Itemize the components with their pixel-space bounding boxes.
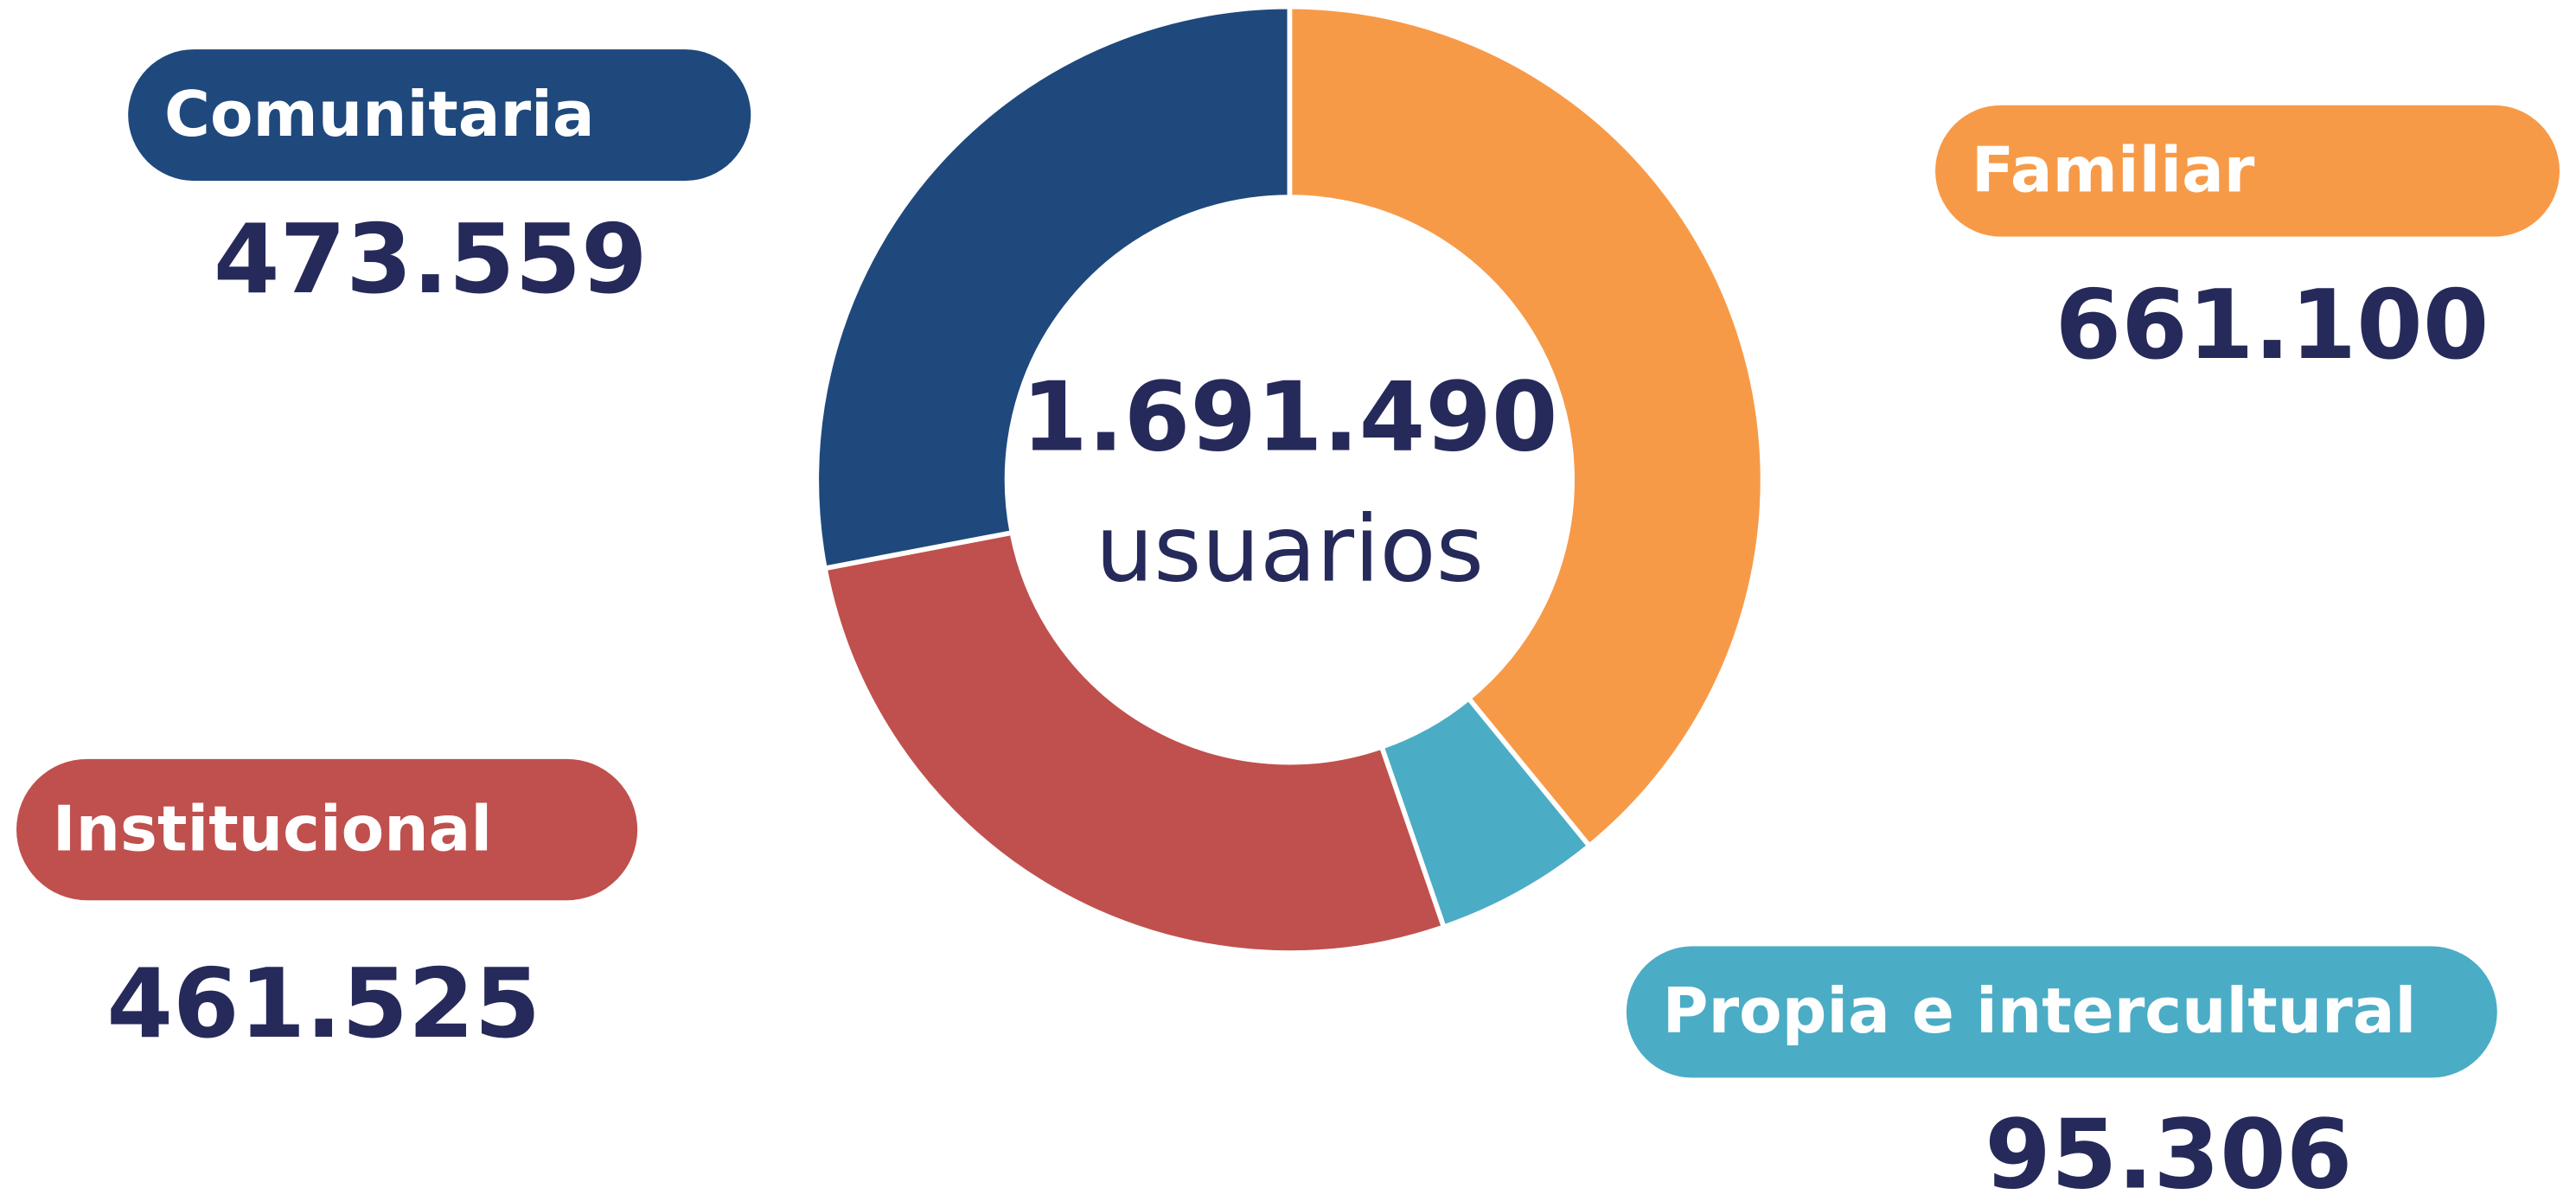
- label-pill: [128, 49, 751, 182]
- label-pill: [1935, 105, 2560, 237]
- center-text: usuarios: [1096, 496, 1484, 604]
- slice: [1287, 3, 1766, 850]
- label-pill: [16, 758, 638, 901]
- category-label: Comunitaria: [164, 79, 595, 151]
- value-label: 473.559: [214, 204, 648, 315]
- category-label: Familiar: [1972, 134, 2255, 207]
- slice: [821, 529, 1448, 955]
- value-label: 661.100: [2055, 270, 2490, 380]
- value-label: 461.525: [106, 949, 540, 1059]
- category-label: Propia e intercultural: [1663, 975, 2417, 1048]
- label-pill: [1626, 946, 2497, 1078]
- center-total: 1.691.490: [1021, 362, 1557, 473]
- value-label: 95.306: [1985, 1100, 2352, 1201]
- slice: [814, 3, 1293, 572]
- category-label: Institucional: [53, 793, 492, 866]
